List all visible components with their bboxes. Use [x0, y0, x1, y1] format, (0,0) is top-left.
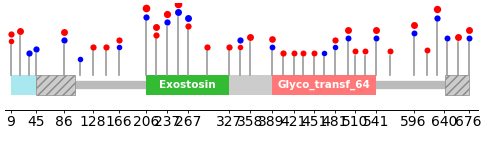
Text: Exostosin: Exostosin — [159, 80, 216, 90]
Bar — [11, 75, 36, 95]
Text: Glyco_transf_64: Glyco_transf_64 — [277, 80, 370, 90]
Bar — [229, 75, 271, 95]
Bar — [36, 75, 75, 95]
Bar — [271, 75, 376, 95]
Bar — [444, 75, 469, 95]
Bar — [146, 75, 229, 95]
